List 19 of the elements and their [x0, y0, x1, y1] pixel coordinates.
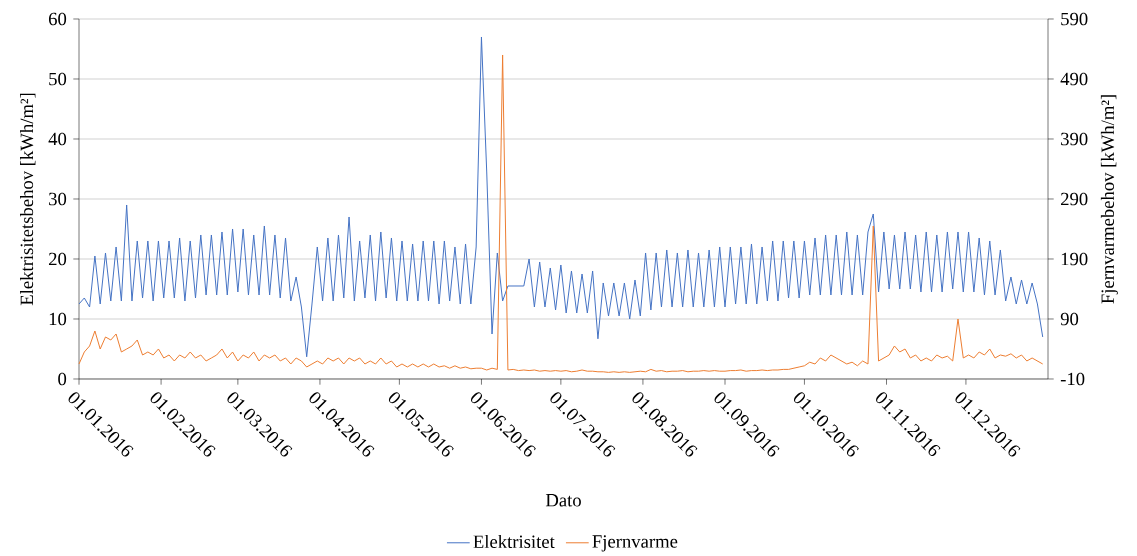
y-tick-label: 60	[48, 12, 67, 26]
y2-tick-label: 290	[1061, 192, 1088, 206]
y2-tick-label: 390	[1061, 132, 1088, 146]
y2-tick-label: 490	[1060, 72, 1088, 86]
y-tick-label: 50	[49, 72, 67, 86]
y-axis-title: Elektrisitetsbehov [kWh/m²]	[20, 93, 36, 306]
y2-tick-label: 190	[1061, 252, 1088, 266]
x-axis-title: Dato	[545, 494, 581, 507]
legend-label: Fjernvarme	[592, 535, 678, 552]
y2-tick-label: 590	[1061, 12, 1088, 26]
y-tick-label: 10	[49, 312, 67, 326]
y-tick-label: 0	[58, 372, 67, 386]
y-tick-label: 40	[48, 132, 67, 146]
y2-tick-label: 90	[1060, 312, 1079, 326]
legend-label: Elektrisitet	[473, 534, 555, 549]
y2-axis-title: Fjernvarmebehov [kWh/m²]	[1100, 95, 1118, 304]
y2-tick-label: -10	[1060, 372, 1085, 386]
y-tick-label: 20	[48, 252, 67, 266]
y-tick-label: 30	[49, 192, 67, 206]
